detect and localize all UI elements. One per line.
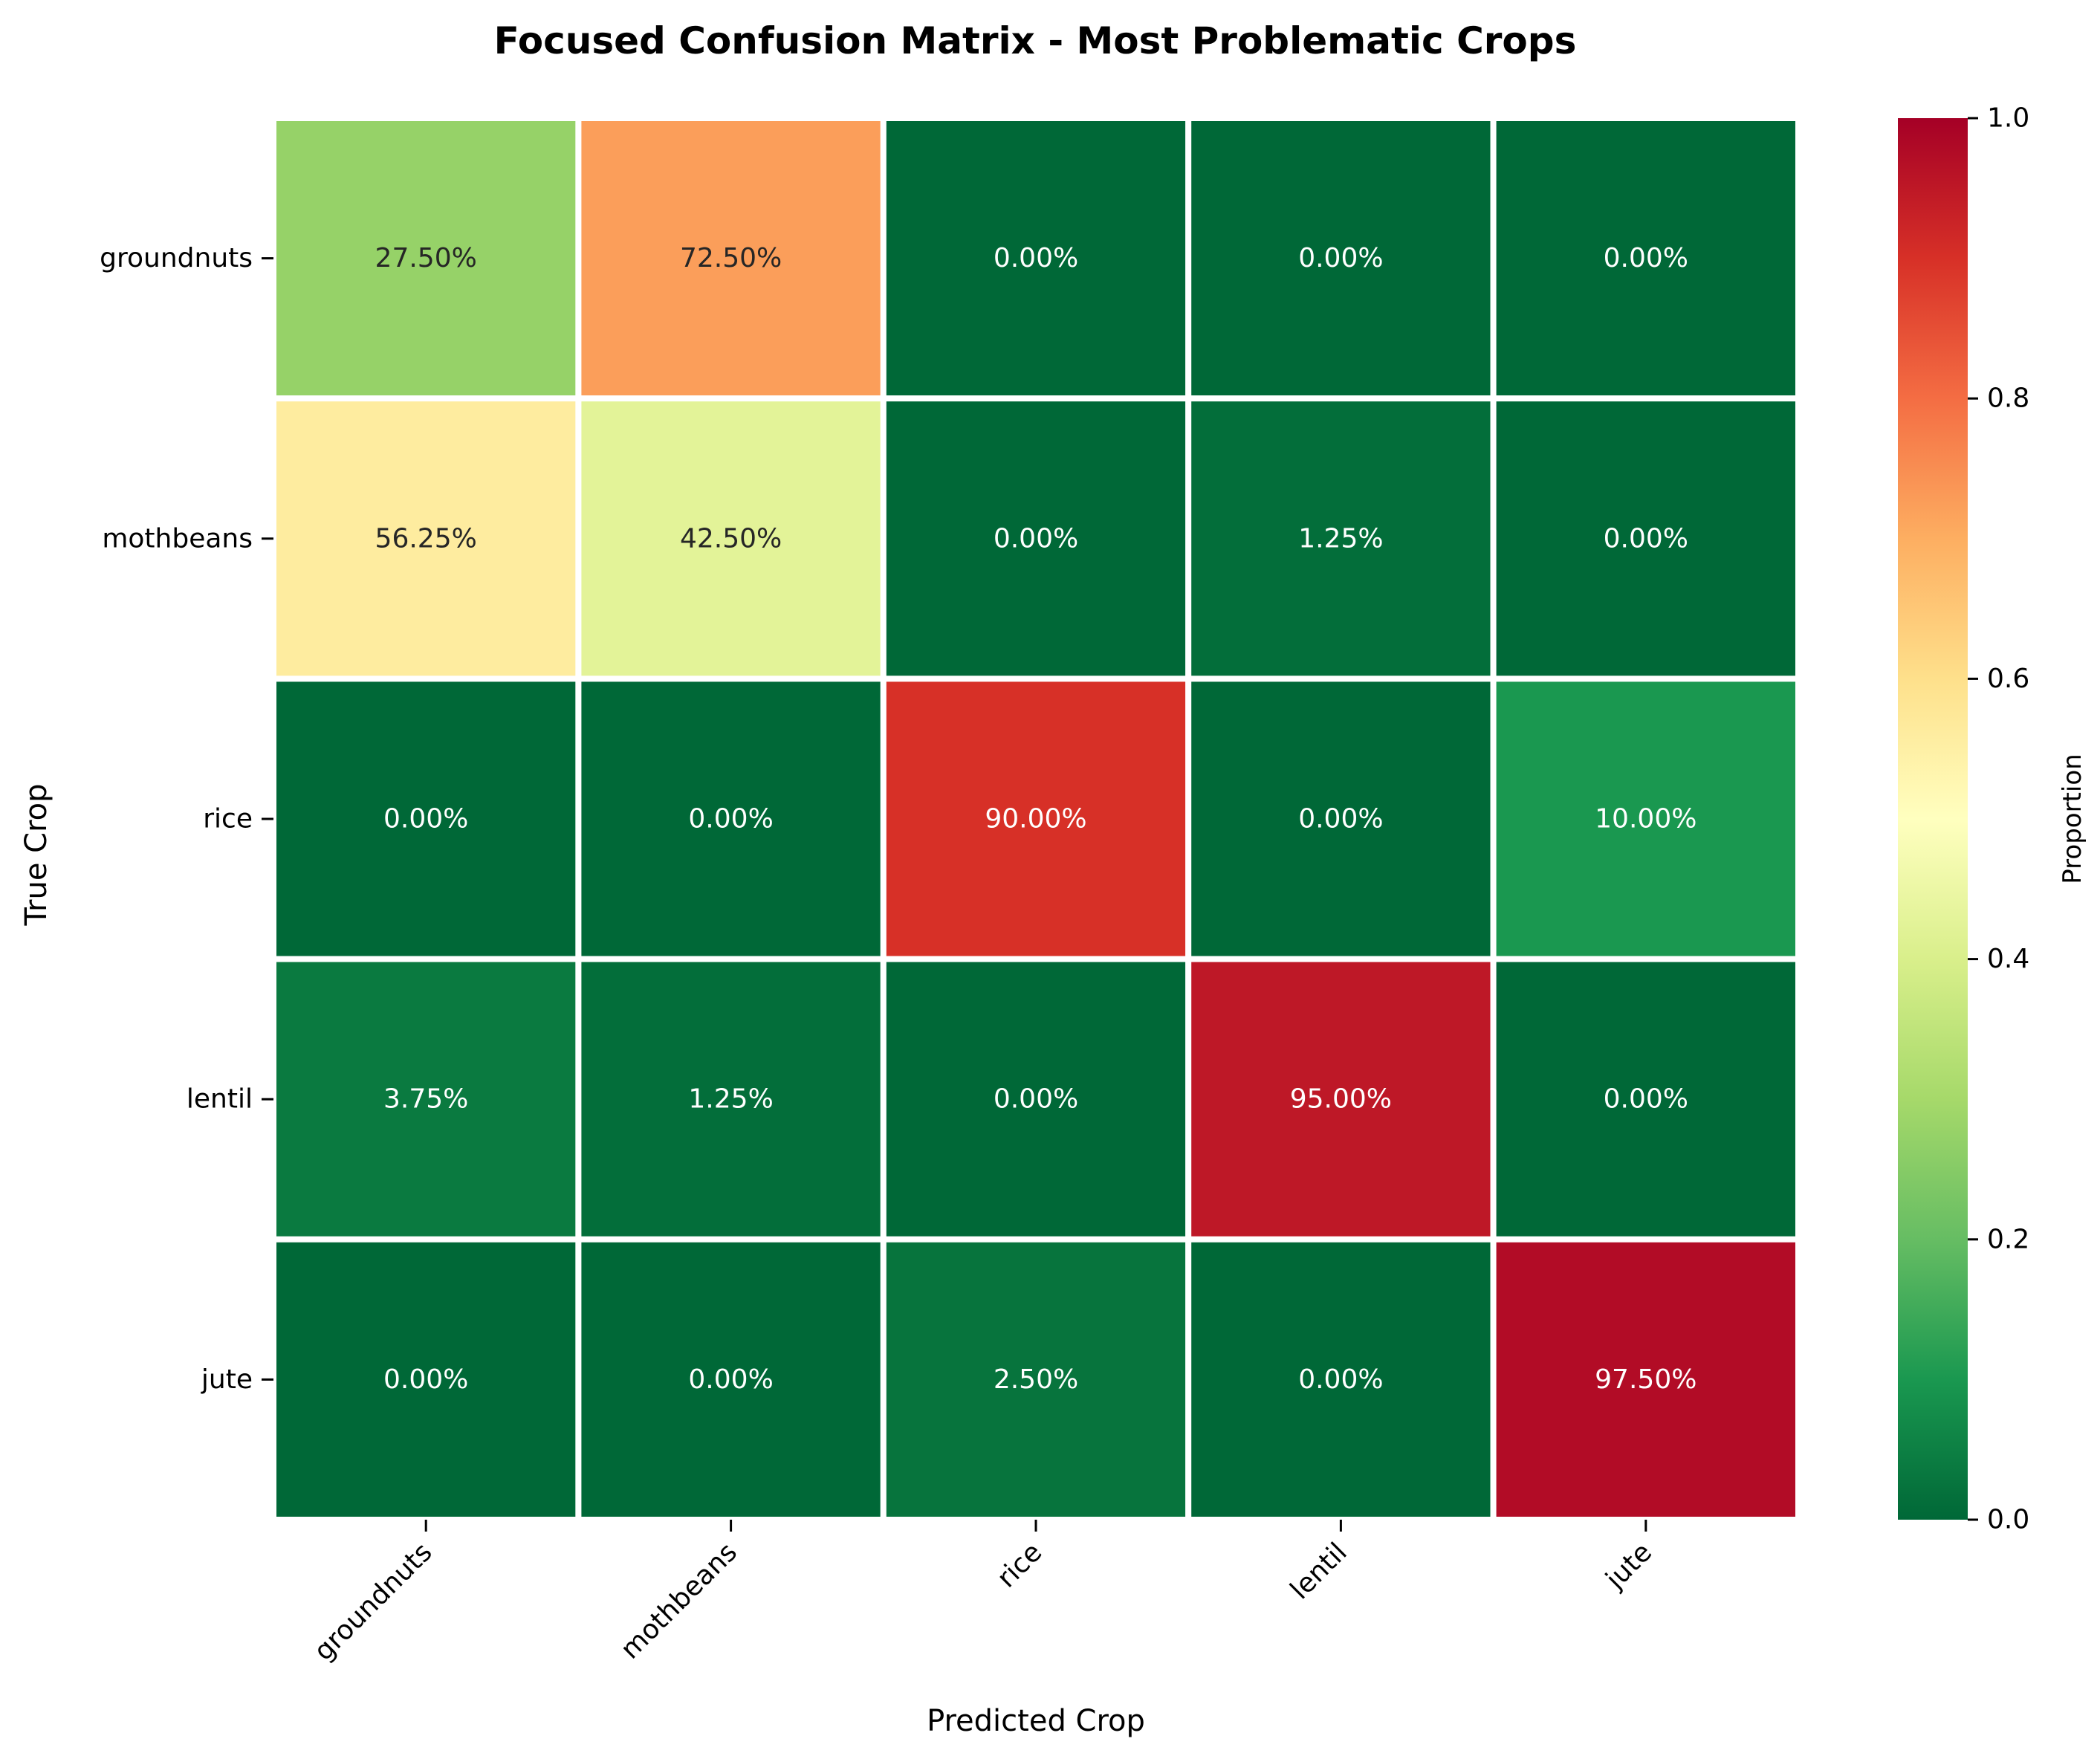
x-tick-label: mothbeans — [615, 1537, 743, 1665]
cell-value-label: 0.00% — [383, 804, 468, 835]
cell-value-label: 0.00% — [1298, 804, 1383, 835]
cell-value-label: 10.00% — [1595, 804, 1696, 835]
x-tick-label: lentil — [1285, 1537, 1353, 1605]
heatmap-cell — [270, 115, 582, 402]
y-axis-ticks: groundnuts mothbeans rice lentil jute — [100, 243, 273, 1395]
cell-value-label: 72.50% — [680, 243, 782, 273]
heatmap-cell — [1490, 956, 1801, 1243]
colorbar-ticks: 0.0 0.2 0.4 0.6 0.8 1.0 — [1968, 103, 2029, 1535]
heatmap-cell — [1185, 956, 1497, 1243]
cell-value-label: 0.00% — [1604, 523, 1688, 554]
heatmap-cell — [575, 115, 887, 402]
cell-value-label: 0.00% — [994, 523, 1078, 554]
cell-value-label: 1.25% — [1298, 523, 1383, 554]
cell-value-label: 42.50% — [680, 523, 782, 554]
colorbar-tick-label: 1.0 — [1987, 103, 2029, 134]
heatmap-cell — [270, 1236, 582, 1523]
cell-value-label: 2.50% — [994, 1364, 1078, 1395]
y-tick-label: lentil — [187, 1084, 253, 1115]
cell-value-label: 0.00% — [1604, 243, 1688, 273]
cell-value-label: 0.00% — [1298, 243, 1383, 273]
cell-value-label: 1.25% — [688, 1084, 773, 1115]
cell-value-label: 0.00% — [383, 1364, 468, 1395]
cell-value-label: 0.00% — [688, 804, 773, 835]
heatmap-cell — [1185, 675, 1497, 962]
heatmap-cell — [880, 1236, 1192, 1523]
y-tick-label: mothbeans — [102, 523, 253, 554]
cell-value-label: 56.25% — [375, 523, 477, 554]
x-tick-label: groundnuts — [308, 1537, 438, 1667]
y-axis-label: True Crop — [19, 783, 54, 926]
y-tick-label: rice — [203, 804, 253, 835]
y-tick-label: jute — [201, 1364, 253, 1395]
x-axis-ticks: groundnuts mothbeans rice lentil jute — [308, 1520, 1658, 1667]
colorbar-tick-label: 0.0 — [1987, 1505, 2029, 1535]
x-axis-label: Predicted Crop — [927, 1704, 1145, 1738]
heatmap-cell — [880, 115, 1192, 402]
heatmap-cell-labels: 27.50% 72.50% 0.00% 0.00% 0.00% 56.25% 42.50% 0… — [375, 243, 1697, 1395]
colorbar — [1898, 118, 1968, 1520]
heatmap-cell — [880, 395, 1192, 682]
heatmap-cell — [575, 1236, 887, 1523]
colorbar-label: Proportion — [2058, 754, 2087, 884]
colorbar-tick-label: 0.2 — [1987, 1224, 2029, 1254]
colorbar-tick-label: 0.6 — [1987, 664, 2029, 694]
cell-value-label: 90.00% — [985, 804, 1086, 835]
chart-title: Focused Confusion Matrix - Most Problema… — [494, 19, 1577, 62]
cell-value-label: 95.00% — [1290, 1084, 1392, 1115]
heatmap-cells — [270, 115, 1801, 1523]
cell-value-label: 0.00% — [994, 1084, 1078, 1115]
x-tick-label: jute — [1600, 1537, 1659, 1595]
cell-value-label: 0.00% — [994, 243, 1078, 273]
x-tick-label: rice — [991, 1537, 1048, 1593]
cell-value-label: 3.75% — [383, 1084, 468, 1115]
y-tick-label: groundnuts — [100, 243, 253, 273]
heatmap-cell — [880, 956, 1192, 1243]
heatmap-cell — [575, 956, 887, 1243]
colorbar-tick-label: 0.8 — [1987, 383, 2029, 414]
cell-value-label: 97.50% — [1595, 1364, 1696, 1395]
heatmap-cell — [575, 675, 887, 962]
cell-value-label: 0.00% — [688, 1364, 773, 1395]
cell-value-label: 0.00% — [1298, 1364, 1383, 1395]
colorbar-tick-label: 0.4 — [1987, 944, 2029, 974]
cell-value-label: 27.50% — [375, 243, 477, 273]
cell-value-label: 0.00% — [1604, 1084, 1688, 1115]
heatmap-cell — [1490, 395, 1801, 682]
